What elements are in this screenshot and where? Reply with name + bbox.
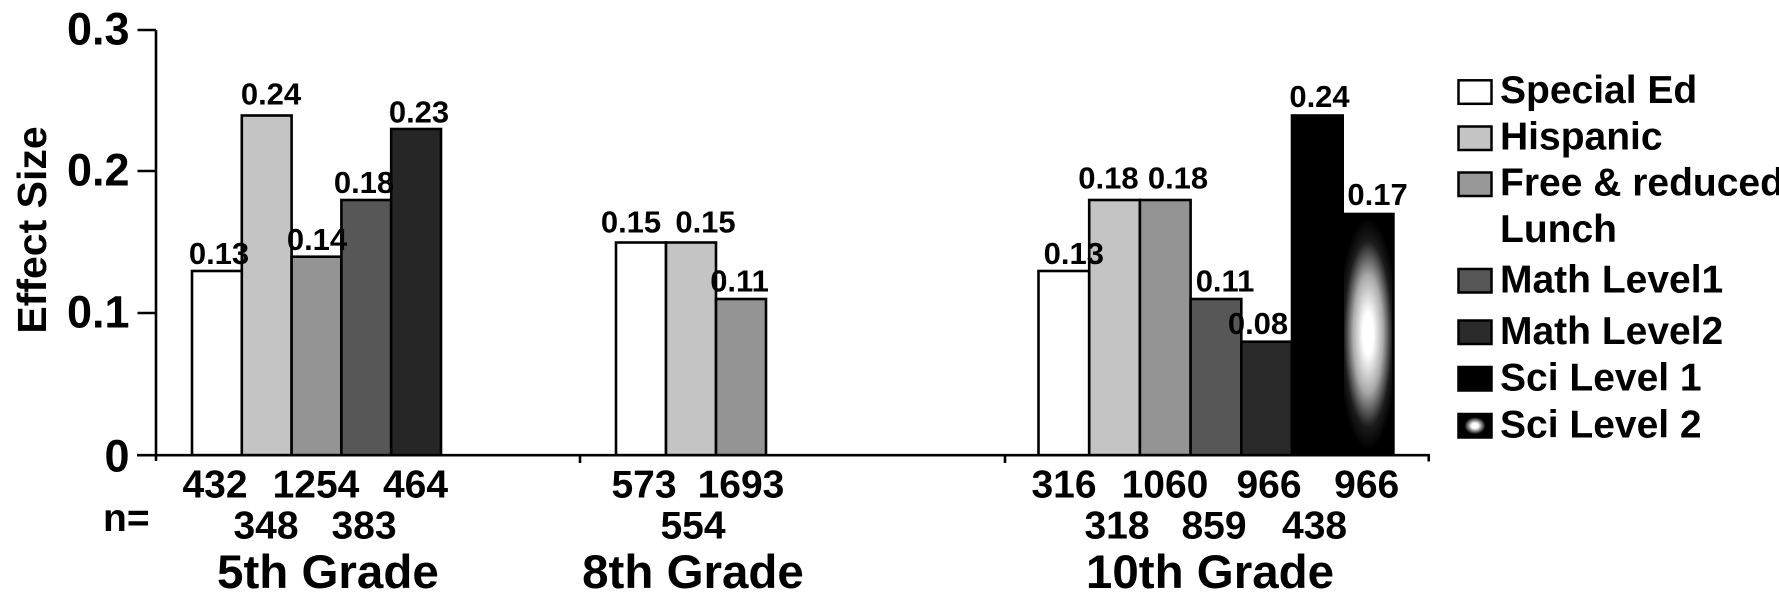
svg-text:1254: 1254 <box>273 464 360 507</box>
svg-text:0.15: 0.15 <box>601 205 661 240</box>
svg-text:Sci Level 1: Sci Level 1 <box>1500 357 1702 400</box>
svg-text:0.11: 0.11 <box>1196 264 1255 299</box>
svg-text:Free & reduced: Free & reduced <box>1500 162 1779 205</box>
svg-text:432: 432 <box>182 464 247 507</box>
svg-text:0.3: 0.3 <box>67 4 130 55</box>
svg-text:Sci Level 2: Sci Level 2 <box>1500 404 1702 447</box>
svg-text:0: 0 <box>104 431 129 482</box>
svg-text:Math Level2: Math Level2 <box>1500 310 1723 353</box>
svg-text:0.13: 0.13 <box>1044 236 1104 271</box>
svg-text:383: 383 <box>331 505 396 548</box>
svg-text:0.11: 0.11 <box>710 264 769 299</box>
svg-text:554: 554 <box>660 505 725 548</box>
svg-text:0.15: 0.15 <box>675 205 735 240</box>
svg-text:348: 348 <box>233 505 298 548</box>
svg-text:Effect Size: Effect Size <box>9 126 55 333</box>
svg-text:n=: n= <box>103 497 150 540</box>
svg-text:8th Grade: 8th Grade <box>582 546 804 599</box>
svg-text:316: 316 <box>1031 464 1096 507</box>
svg-text:0.23: 0.23 <box>389 95 449 130</box>
svg-text:0.24: 0.24 <box>241 77 302 112</box>
svg-text:464: 464 <box>383 464 448 507</box>
svg-text:438: 438 <box>1282 505 1347 548</box>
svg-text:0.13: 0.13 <box>189 236 249 271</box>
svg-text:318: 318 <box>1084 505 1149 548</box>
svg-text:0.17: 0.17 <box>1347 177 1407 212</box>
svg-text:10th Grade: 10th Grade <box>1086 546 1334 599</box>
svg-text:966: 966 <box>1236 464 1301 507</box>
svg-text:0.18: 0.18 <box>1078 160 1138 195</box>
svg-text:0.24: 0.24 <box>1289 79 1350 114</box>
svg-text:1060: 1060 <box>1122 464 1209 507</box>
svg-text:966: 966 <box>1334 464 1399 507</box>
svg-text:859: 859 <box>1181 505 1246 548</box>
svg-text:0.18: 0.18 <box>334 165 394 200</box>
svg-text:0.14: 0.14 <box>287 222 348 257</box>
svg-text:Lunch: Lunch <box>1500 208 1617 251</box>
svg-text:1693: 1693 <box>698 464 785 507</box>
svg-text:0.1: 0.1 <box>67 287 130 338</box>
svg-text:0.08: 0.08 <box>1228 306 1288 341</box>
svg-text:Math Level1: Math Level1 <box>1500 259 1723 302</box>
svg-text:5th Grade: 5th Grade <box>217 546 439 599</box>
svg-text:0.2: 0.2 <box>67 145 130 196</box>
svg-text:573: 573 <box>611 464 676 507</box>
svg-text:Special Ed: Special Ed <box>1500 69 1697 112</box>
svg-text:0.18: 0.18 <box>1148 160 1208 195</box>
svg-text:Hispanic: Hispanic <box>1500 116 1663 159</box>
